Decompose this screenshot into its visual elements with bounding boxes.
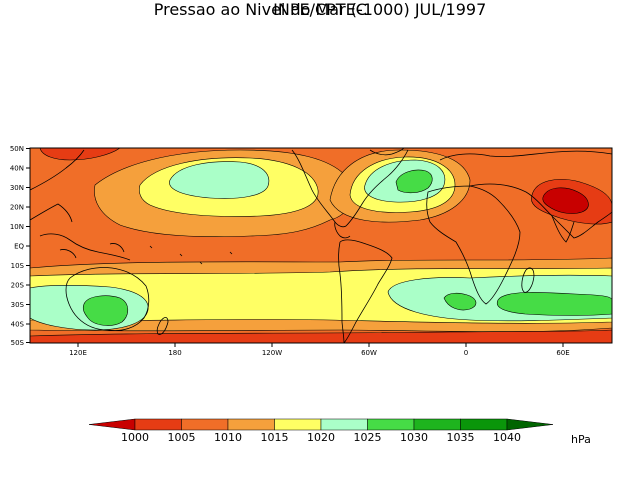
lat-tick: 20N <box>10 204 30 212</box>
field-north-pacific-low <box>39 148 121 161</box>
colorbar-label: 1010 <box>214 431 242 444</box>
coast-new-zealand <box>156 317 169 335</box>
svg-text:30N: 30N <box>10 184 24 192</box>
lat-tick: 10N <box>10 223 30 231</box>
lon-tick: 180 <box>168 343 182 357</box>
coast-north-america <box>291 149 409 228</box>
svg-text:20S: 20S <box>11 282 25 290</box>
colorbar-swatch <box>460 418 508 431</box>
colorbar-arrow-right <box>506 418 554 431</box>
coastlines <box>30 148 612 343</box>
svg-text:30S: 30S <box>11 301 25 309</box>
svg-text:40N: 40N <box>10 165 24 173</box>
svg-text:10N: 10N <box>10 223 24 231</box>
lon-tick: 0 <box>464 343 468 357</box>
field-1020-pacific-high <box>169 161 270 199</box>
colorbar-swatch <box>320 418 368 431</box>
coast-maritime-continent <box>39 233 131 261</box>
colorbar-label: 1030 <box>400 431 428 444</box>
field-1025-indian-core <box>496 292 612 316</box>
lat-tick: 40S <box>11 321 30 329</box>
coast-europe-asia <box>439 150 612 239</box>
field-1025-australia-core <box>82 295 129 326</box>
field-1025-south-atlantic-core <box>443 292 477 311</box>
colorbar-label: 1040 <box>493 431 521 444</box>
colorbar: 1000 1005 1010 1015 1020 1025 1030 1035 1040 <box>88 418 554 444</box>
colorbar-swatch <box>274 418 322 431</box>
svg-text:40S: 40S <box>11 321 25 329</box>
latitude-axis: 50N 40N 30N 20N 10N EQ 10S 20S 30S 40S 5… <box>10 145 30 347</box>
colorbar-label: 1025 <box>354 431 382 444</box>
colorbar-label: 1020 <box>307 431 335 444</box>
svg-text:20N: 20N <box>10 204 24 212</box>
lat-tick: 20S <box>11 282 30 290</box>
coast-madagascar <box>521 267 535 293</box>
lon-tick: 120E <box>69 343 87 357</box>
svg-text:60E: 60E <box>556 349 569 357</box>
lat-tick: 30S <box>11 301 30 309</box>
lat-tick: 40N <box>10 165 30 173</box>
svg-text:120E: 120E <box>69 349 87 357</box>
lat-tick: 30N <box>10 184 30 192</box>
lat-tick: EQ <box>14 243 30 251</box>
colorbar-label: 1005 <box>168 431 196 444</box>
coast-pacific-islands <box>149 245 233 265</box>
pressure-field <box>30 148 612 343</box>
coast-africa <box>426 185 521 305</box>
lat-tick: 10S <box>11 262 30 270</box>
field-southern-low-belt <box>30 329 612 343</box>
svg-text:10S: 10S <box>11 262 25 270</box>
colorbar-label: 1035 <box>447 431 475 444</box>
colorbar-swatch <box>227 418 275 431</box>
lon-tick: 60W <box>361 343 377 357</box>
coast-central-america <box>334 221 351 239</box>
colorbar-unit: hPa <box>571 433 591 446</box>
lat-tick: 50N <box>10 145 30 153</box>
longitude-axis: 120E 180 120W 60W 0 60E <box>69 343 570 357</box>
field-1025-azores-core <box>395 169 433 194</box>
colorbar-swatch <box>181 418 229 431</box>
svg-text:0: 0 <box>464 349 468 357</box>
colorbar-arrow-left <box>88 418 136 431</box>
svg-text:50S: 50S <box>11 339 25 347</box>
colorbar-label: 1015 <box>261 431 289 444</box>
lat-tick: 50S <box>11 339 30 347</box>
field-995-asian-low-core <box>542 187 589 214</box>
colorbar-swatch <box>134 418 182 431</box>
svg-text:60W: 60W <box>361 349 377 357</box>
colorbar-swatch <box>413 418 461 431</box>
colorbar-swatch <box>367 418 415 431</box>
sub-title: Pressao ao Nivel do Mar (-1000) JUL/1997 <box>153 0 487 19</box>
colorbar-label: 1000 <box>121 431 149 444</box>
coast-east-asia <box>30 149 85 223</box>
svg-text:120W: 120W <box>262 349 282 357</box>
coast-australia <box>65 267 150 331</box>
coast-greenland <box>369 148 405 156</box>
main-title: INPE/CPTEC <box>273 0 367 19</box>
svg-text:50N: 50N <box>10 145 24 153</box>
lon-tick: 60E <box>556 343 570 357</box>
coast-south-america <box>338 239 393 343</box>
coast-india <box>551 215 575 243</box>
svg-text:180: 180 <box>168 349 181 357</box>
svg-text:EQ: EQ <box>14 243 24 251</box>
lon-tick: 120W <box>262 343 282 357</box>
